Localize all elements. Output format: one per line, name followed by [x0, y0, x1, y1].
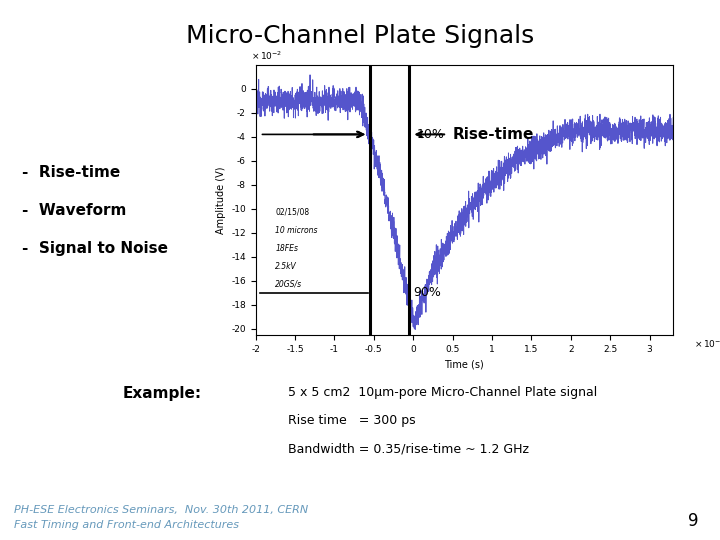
- Text: -  Waveform: - Waveform: [22, 203, 126, 218]
- Text: $\times\,10^{-9}$: $\times\,10^{-9}$: [694, 338, 720, 350]
- Text: Rise-time: Rise-time: [453, 127, 534, 142]
- Text: 10 microns: 10 microns: [275, 226, 318, 235]
- Text: -  Rise-time: - Rise-time: [22, 165, 120, 180]
- Text: 10%: 10%: [417, 128, 445, 141]
- Y-axis label: Amplitude (V): Amplitude (V): [215, 166, 225, 233]
- Text: 2.5kV: 2.5kV: [275, 262, 297, 271]
- Text: 9: 9: [688, 512, 698, 530]
- Text: Fast Timing and Front-end Architectures: Fast Timing and Front-end Architectures: [14, 520, 239, 530]
- Text: 5 x 5 cm2  10μm-pore Micro-Channel Plate signal: 5 x 5 cm2 10μm-pore Micro-Channel Plate …: [288, 386, 598, 399]
- Text: Micro-Channel Plate Signals: Micro-Channel Plate Signals: [186, 24, 534, 48]
- Text: 02/15/08: 02/15/08: [275, 208, 310, 217]
- X-axis label: Time (s): Time (s): [444, 359, 485, 369]
- Text: Bandwidth = 0.35/rise-time ~ 1.2 GHz: Bandwidth = 0.35/rise-time ~ 1.2 GHz: [288, 442, 529, 455]
- Text: 90%: 90%: [413, 286, 441, 299]
- Text: Example:: Example:: [122, 386, 202, 401]
- Text: $\times\,10^{-2}$: $\times\,10^{-2}$: [251, 50, 283, 62]
- Text: 18FEs: 18FEs: [275, 244, 298, 253]
- Text: PH-ESE Electronics Seminars,  Nov. 30th 2011, CERN: PH-ESE Electronics Seminars, Nov. 30th 2…: [14, 505, 309, 515]
- Text: -  Signal to Noise: - Signal to Noise: [22, 241, 168, 256]
- Text: 20GS/s: 20GS/s: [275, 280, 302, 289]
- Text: Rise time   = 300 ps: Rise time = 300 ps: [288, 414, 415, 427]
